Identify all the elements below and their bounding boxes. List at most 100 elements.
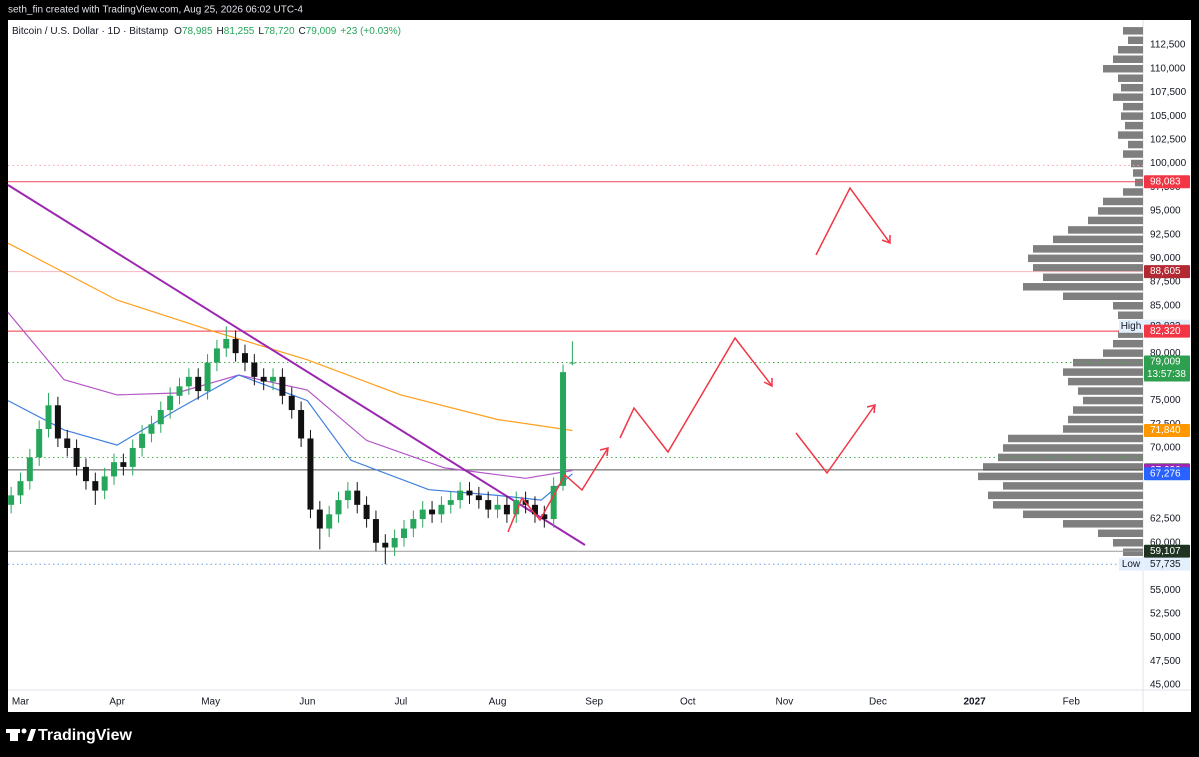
quote-value: 78,985 [182,26,213,37]
volume-bar [1128,140,1143,149]
volume-bar [1083,396,1143,405]
candle-body [279,376,286,396]
logo-mark [27,729,36,741]
y-tick-label: 95,000 [1150,206,1181,217]
brand: TradingView [6,727,133,744]
quote-key: C [299,26,306,37]
volume-bar [1063,368,1143,376]
y-tick-label: 107,500 [1150,87,1187,98]
logo-mark [21,728,27,734]
candle-body [45,405,52,429]
candle-body [457,490,464,501]
volume-bar [1123,548,1143,556]
path-drawing [795,404,876,475]
volume-bar [1103,349,1143,357]
candle-body [251,362,258,377]
path-drawing [507,447,609,533]
candle-body [185,376,192,387]
candle-body [73,447,80,467]
credit: seth_fin created with TradingView.com, A… [8,5,303,16]
quote-key: H [217,26,224,37]
volume-bar [1118,74,1143,82]
volume-bar [1113,55,1143,63]
candle-body [354,490,361,505]
candle-body [485,500,492,510]
volume-bar [1053,235,1143,244]
candle-body [344,490,351,501]
candle-body [326,514,333,529]
volume-bar [1073,358,1143,367]
y-tick-label: 50,000 [1150,632,1181,643]
x-tick-label: Jun [299,697,315,708]
volume-bar [1078,387,1143,395]
x-tick-label: Oct [680,697,696,708]
x-tick-label: 2027 [963,697,986,708]
candle-body [26,457,33,482]
volume-bar [1118,46,1143,54]
candle-body [270,376,277,382]
volume-bar [1118,330,1143,338]
candle-body [569,362,576,364]
legend-backdrop [9,21,369,39]
volume-bar [1113,539,1143,547]
price-badge-label: 88,605 [1150,266,1181,277]
candle-body [541,514,548,520]
price-badge [1144,467,1190,481]
y-tick-label: 85,000 [1150,300,1181,311]
price-badge [1144,355,1190,382]
candle-body [531,504,538,515]
candle-body [447,500,454,505]
volume-bar [1121,83,1143,92]
quote-value: 81,255 [224,26,255,37]
x-tick-label: May [201,697,220,708]
x-tick-label: Sep [585,697,603,708]
price-badge-label: 82,320 [1150,326,1181,337]
y-tick-label: 70,000 [1150,443,1181,454]
price-badge-label: 71,840 [1150,425,1181,436]
price-badge-label: 98,083 [1150,176,1181,187]
price-tag: High [1121,321,1142,332]
path-drawing [619,336,773,454]
price-badge-sublabel: 13:57:38 [1147,369,1186,380]
candle-body [54,405,61,439]
candle-body [513,500,520,515]
volume-bar [1123,27,1143,35]
candle-body [139,433,146,448]
candle-body [157,410,164,425]
candle-body [120,462,127,467]
candle-body [167,395,174,411]
volume-bar [1118,311,1143,319]
drawings [507,186,891,533]
candle-body [17,481,24,496]
volume-bar [1113,339,1143,348]
volume-bar [983,463,1143,471]
candle-body [494,504,501,510]
volume-bar [1118,131,1143,139]
volume-bar [1123,102,1143,111]
y-tick-label: 87,500 [1150,277,1181,288]
volume-bar [1063,425,1143,433]
y-tick-label: 100,000 [1150,158,1187,169]
candle-body [213,348,220,363]
candle-body [410,519,417,529]
price-badge [1144,424,1190,438]
y-tick-label: 55,000 [1150,585,1181,596]
quote-key: L [258,26,264,37]
candle-body [391,538,398,548]
candle-body [232,338,239,354]
volume-bar [1125,121,1143,130]
candle-body [204,362,211,392]
volume-bar [1123,150,1143,158]
candle-body [288,395,295,411]
volume-bar [1123,188,1143,196]
arrowhead [599,447,609,457]
symbol-title: Bitcoin / U.S. Dollar · 1D · Bitstamp [12,26,169,37]
trendline [7,184,586,546]
x-tick-label: Apr [109,697,125,708]
candle-body [372,519,379,543]
x-tick-label: Jul [394,697,407,708]
candle-body [335,500,342,515]
volume-bar [988,491,1143,500]
candle-body [82,466,89,482]
